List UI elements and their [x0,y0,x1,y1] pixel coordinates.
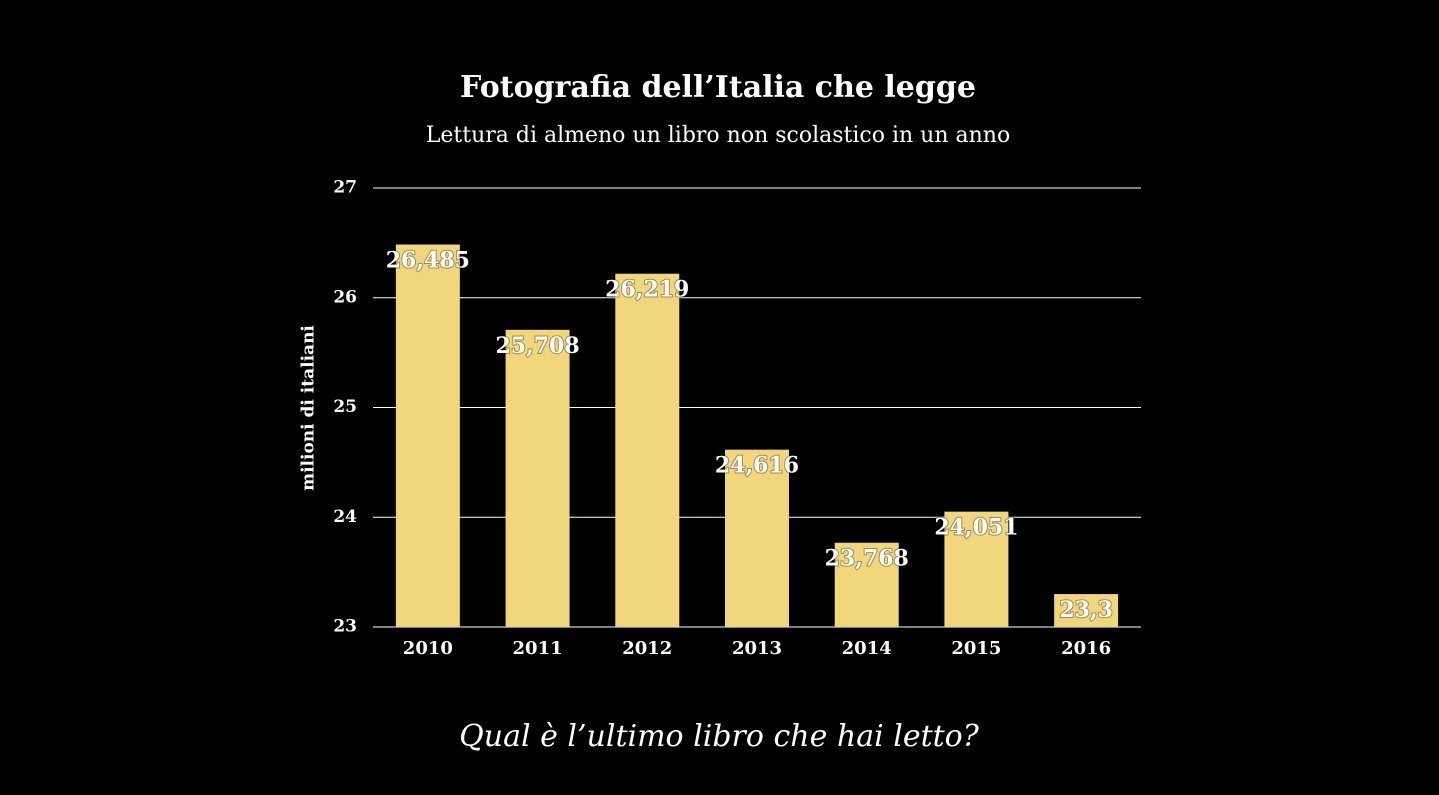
x-tick-label: 2012 [622,638,672,659]
value-label: 25,708 [495,333,579,359]
x-tick-label: 2014 [842,638,892,659]
bar [395,244,460,628]
y-tick-label: 27 [333,178,357,198]
x-tick-label: 2013 [732,638,782,659]
value-label: 24,616 [715,453,799,479]
value-label: 23,3 [1059,597,1113,623]
x-tick-label: 2015 [951,638,1001,659]
y-axis-label: milioni di italiani [299,325,319,491]
chart-subtitle: Lettura di almeno un libro non scolastic… [426,123,1010,148]
value-label: 24,051 [934,515,1018,541]
y-tick-label: 26 [333,287,357,307]
x-tick-label: 2016 [1061,638,1111,659]
y-tick-label: 24 [333,507,357,527]
value-label: 26,219 [605,277,689,303]
value-label: 23,768 [825,546,909,572]
footer-question: Qual è l’ultimo libro che hai letto? [459,719,980,754]
x-tick-label: 2010 [403,638,453,659]
chart-title: Fotografia dell’Italia che legge [460,70,976,105]
bar [505,329,570,627]
bar [834,542,899,627]
value-label: 26,485 [386,248,470,274]
y-tick-label: 23 [333,617,357,637]
x-tick-label: 2011 [513,638,563,659]
bar [725,449,789,627]
y-tick-label: 25 [333,397,357,417]
bar [615,273,680,627]
bar [944,511,1009,627]
bar [1054,594,1119,627]
